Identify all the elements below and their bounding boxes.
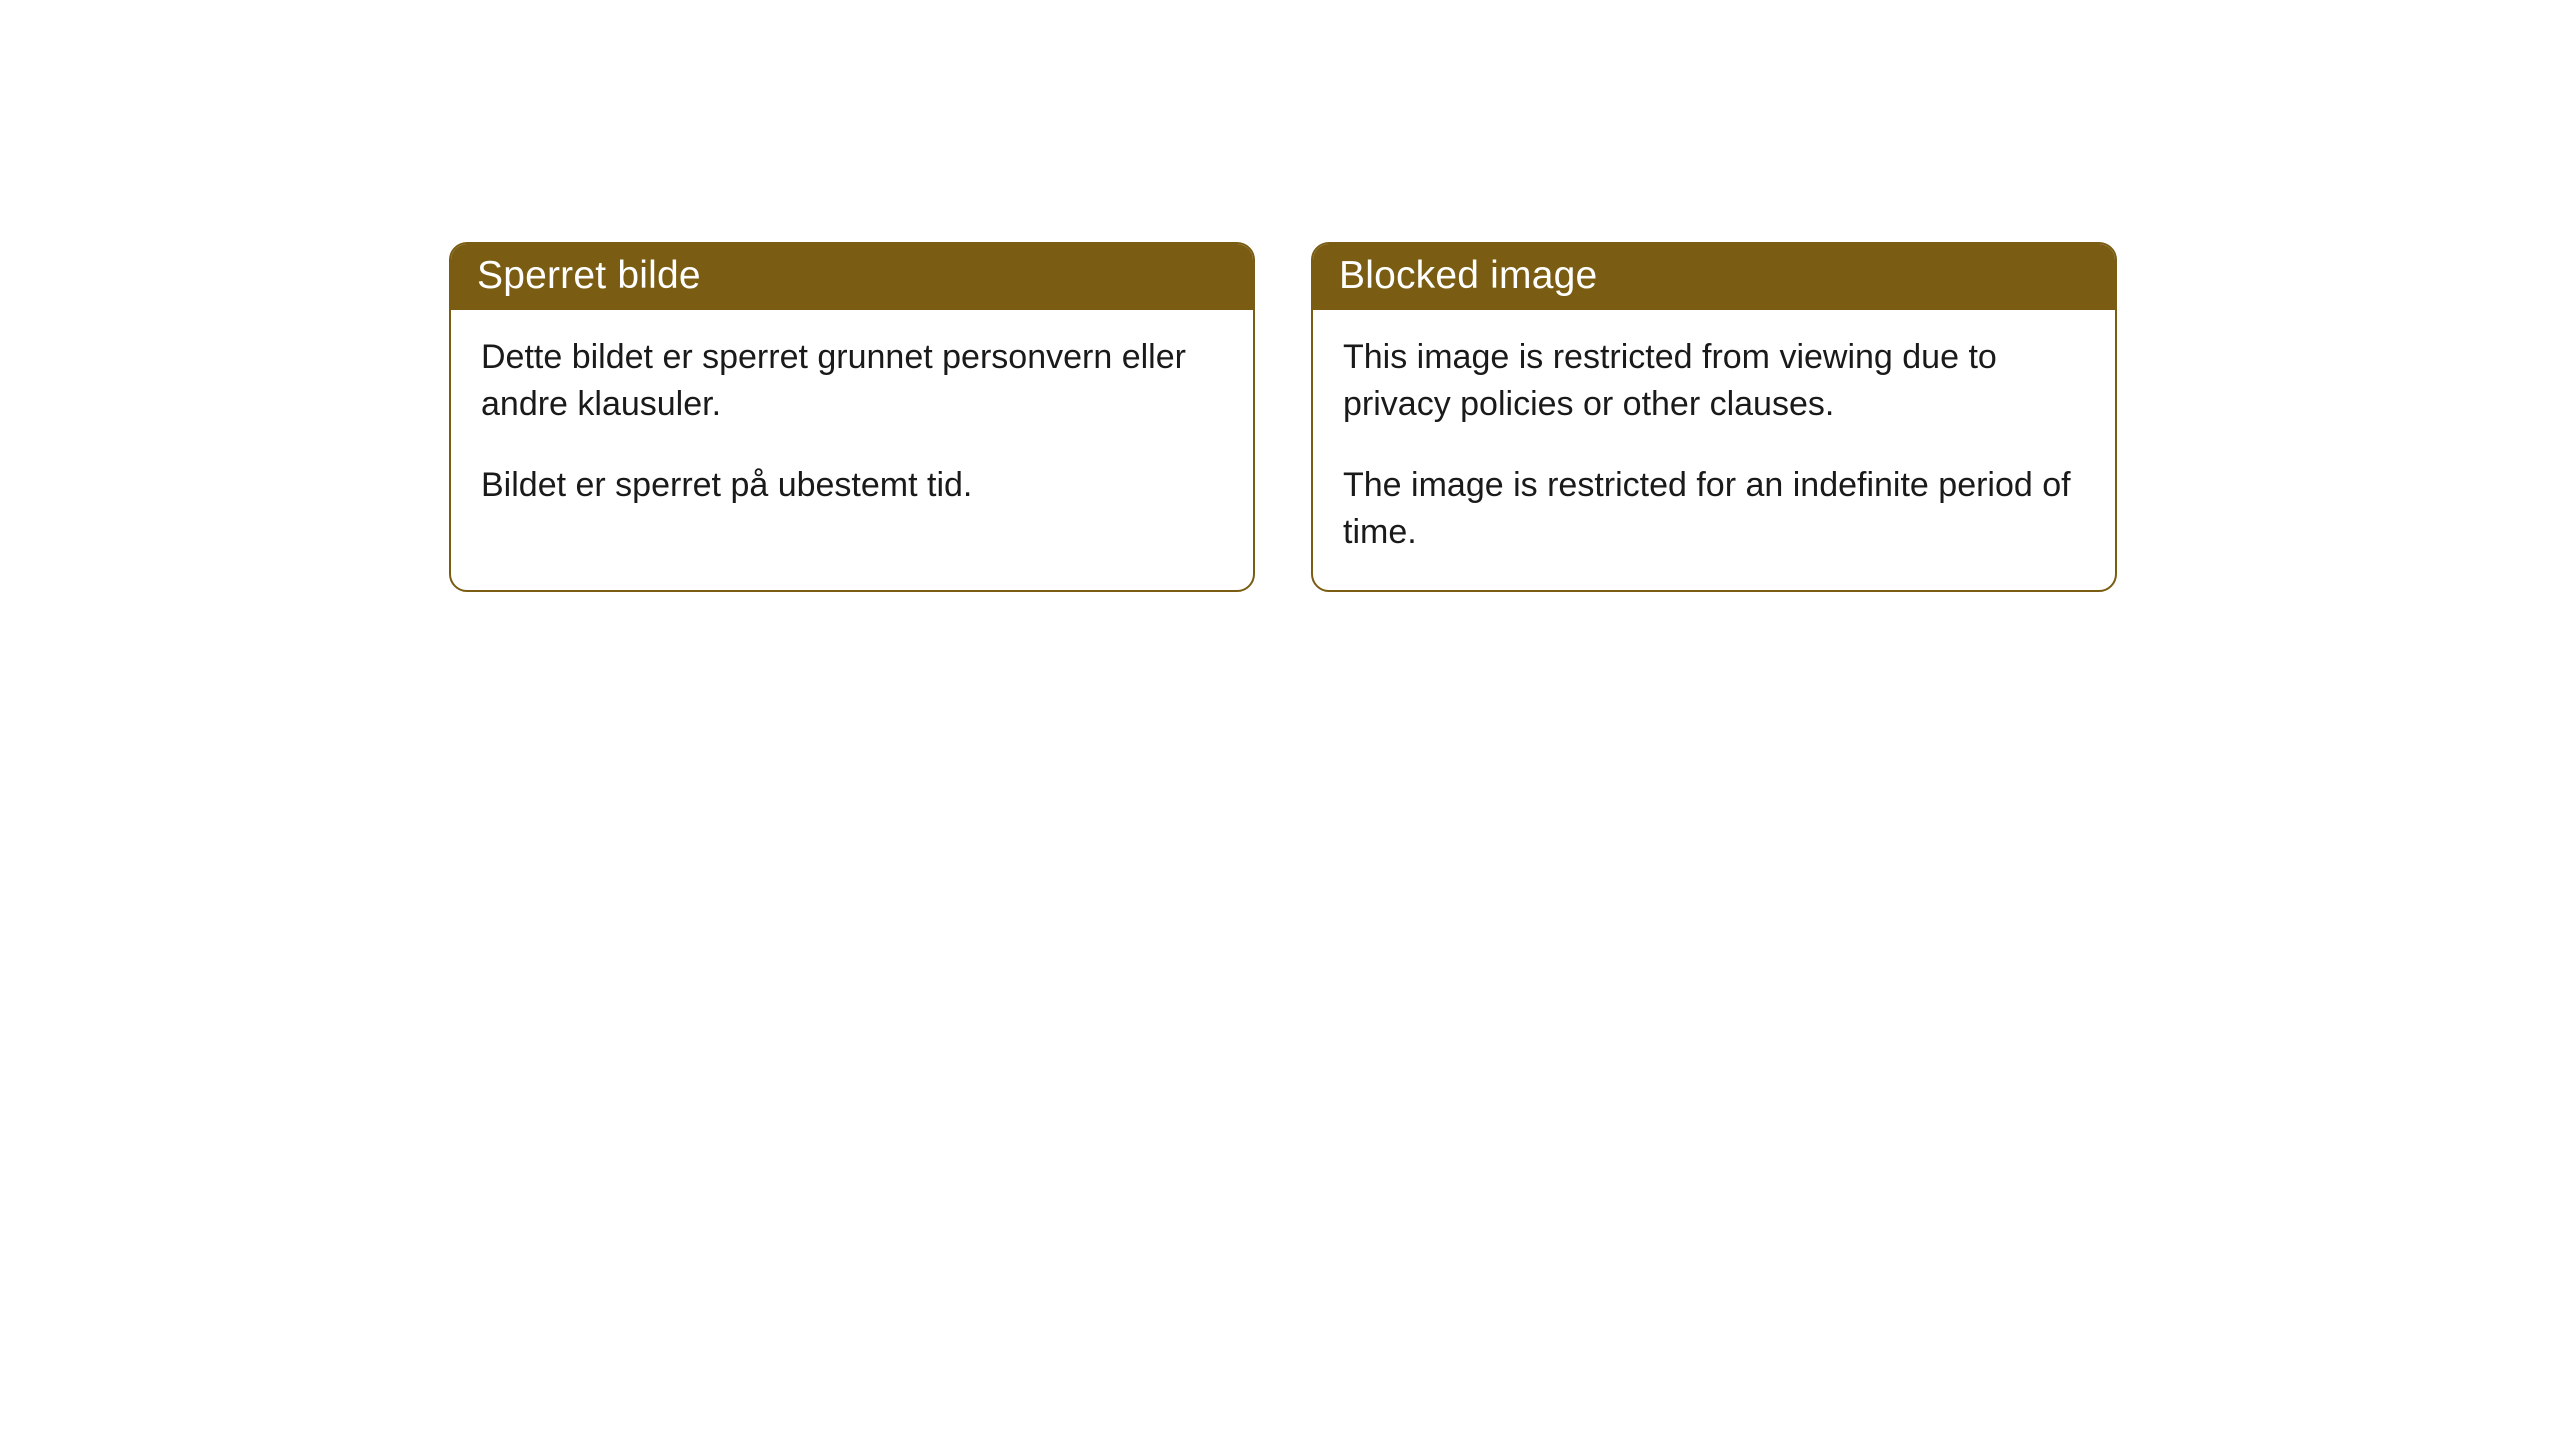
notice-card-english: Blocked image This image is restricted f… (1311, 242, 2117, 592)
notice-card-norwegian: Sperret bilde Dette bildet er sperret gr… (449, 242, 1255, 592)
notice-paragraph-1: Dette bildet er sperret grunnet personve… (481, 334, 1223, 428)
notice-container: Sperret bilde Dette bildet er sperret gr… (449, 242, 2117, 592)
card-header: Sperret bilde (451, 244, 1253, 310)
card-header: Blocked image (1313, 244, 2115, 310)
card-body: Dette bildet er sperret grunnet personve… (451, 310, 1253, 543)
notice-paragraph-2: Bildet er sperret på ubestemt tid. (481, 462, 1223, 509)
card-body: This image is restricted from viewing du… (1313, 310, 2115, 590)
notice-paragraph-1: This image is restricted from viewing du… (1343, 334, 2085, 428)
notice-paragraph-2: The image is restricted for an indefinit… (1343, 462, 2085, 556)
